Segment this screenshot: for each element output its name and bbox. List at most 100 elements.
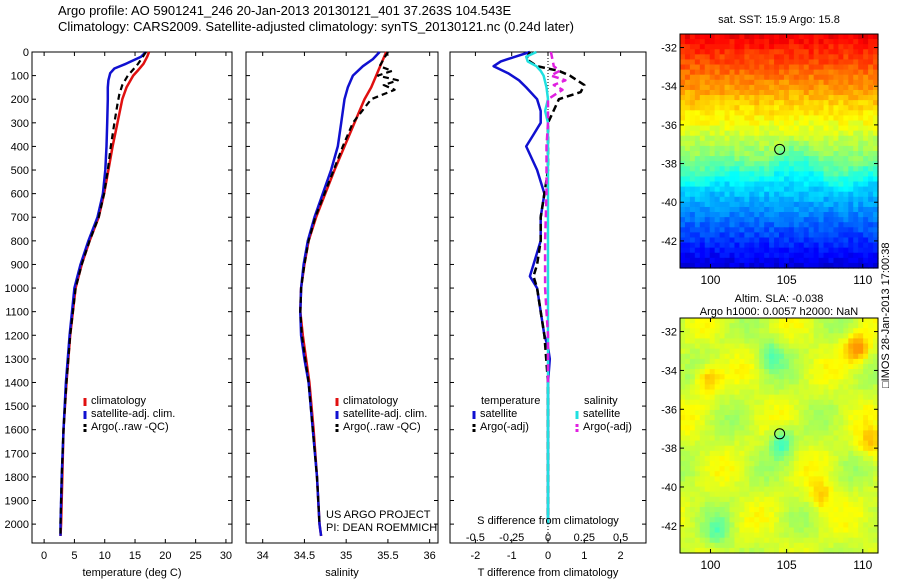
map-cell [729, 425, 736, 431]
map-cell [729, 135, 736, 142]
map-cell [684, 466, 691, 472]
map-cell [779, 247, 785, 254]
map-cell [689, 486, 696, 493]
map-cell [764, 110, 770, 116]
map-cell [774, 491, 780, 498]
map-cell [684, 476, 691, 483]
map-cell [813, 206, 820, 213]
map-cell [749, 252, 755, 259]
map-cell [729, 69, 736, 76]
map-cell [769, 527, 775, 534]
map-cell [808, 84, 815, 91]
map-cell [838, 323, 844, 329]
map-cell [729, 466, 736, 472]
map-cell [734, 425, 740, 431]
map-cell [764, 338, 770, 345]
map-cell [714, 105, 721, 111]
map-cell [769, 486, 775, 493]
map-cell [744, 171, 750, 178]
legend-label: Argo(-adj) [480, 421, 529, 433]
map-cell [744, 333, 750, 340]
map-cell [848, 262, 854, 269]
map-cell [828, 542, 835, 549]
map-cell [734, 110, 740, 116]
map-cell [680, 481, 686, 488]
map-cell [868, 358, 874, 365]
map-cell [749, 542, 755, 549]
map-cell [774, 89, 780, 96]
map-cell [798, 130, 805, 137]
map-cell [803, 547, 810, 554]
map-cell [754, 206, 760, 213]
map-cell [744, 512, 750, 518]
map-cell [744, 84, 750, 91]
map-cell [749, 527, 755, 534]
map-cell [729, 140, 736, 147]
map-cell [823, 496, 830, 503]
map-cell [808, 105, 815, 111]
map-cell [739, 415, 745, 421]
map-cell [764, 64, 770, 71]
map-cell [754, 369, 760, 375]
map-cell [719, 120, 726, 127]
map-cell [783, 115, 790, 122]
map-cell [724, 384, 731, 391]
map-cell [779, 389, 785, 396]
map-cell [803, 166, 810, 172]
map-cell [813, 237, 820, 244]
map-cell [823, 491, 830, 498]
map-cell [719, 445, 726, 452]
map-cell [719, 156, 726, 162]
map-cell [788, 69, 795, 76]
map-cell [734, 440, 740, 447]
map-cell [858, 222, 864, 228]
map-cell [818, 353, 825, 360]
map-cell [863, 171, 869, 178]
map-cell [833, 420, 839, 426]
map-cell [788, 547, 795, 554]
map-cell [779, 59, 785, 66]
map-cell [699, 369, 706, 375]
map-cell [759, 394, 765, 401]
map-cell [744, 34, 750, 40]
map-cell [739, 79, 745, 86]
map-cell [863, 348, 869, 355]
map-cell [828, 547, 835, 554]
map-cell [853, 79, 859, 86]
map-cell [793, 501, 800, 508]
map-cell [684, 384, 691, 391]
map-cell [828, 135, 835, 142]
map-cell [803, 496, 810, 503]
map-cell [848, 461, 854, 467]
map-cell [699, 501, 706, 508]
map-cell [798, 501, 805, 508]
map-cell [734, 491, 740, 498]
map-cell [798, 425, 805, 431]
map-cell [868, 415, 874, 421]
map-cell [853, 125, 859, 132]
map-cell [729, 120, 736, 127]
map-cell [788, 196, 795, 203]
map-cell [813, 450, 820, 457]
map-cell [714, 145, 721, 152]
map-cell [838, 445, 844, 452]
map-cell [769, 466, 775, 472]
map-cell [793, 100, 800, 106]
map-cell [709, 79, 716, 86]
map-cell [783, 445, 790, 452]
map-cell [699, 527, 706, 534]
map-cell [699, 363, 706, 370]
map-cell [868, 420, 874, 426]
map-cell [774, 44, 780, 50]
map-cell [744, 353, 750, 360]
map-cell [724, 105, 731, 111]
map-cell [828, 507, 835, 513]
map-cell [769, 394, 775, 401]
map-cell [783, 440, 790, 447]
map-cell [774, 34, 780, 40]
map-cell [838, 54, 844, 61]
map-cell [709, 257, 716, 264]
map-cell [813, 328, 820, 334]
map-cell [818, 374, 825, 380]
map-cell [694, 110, 701, 116]
